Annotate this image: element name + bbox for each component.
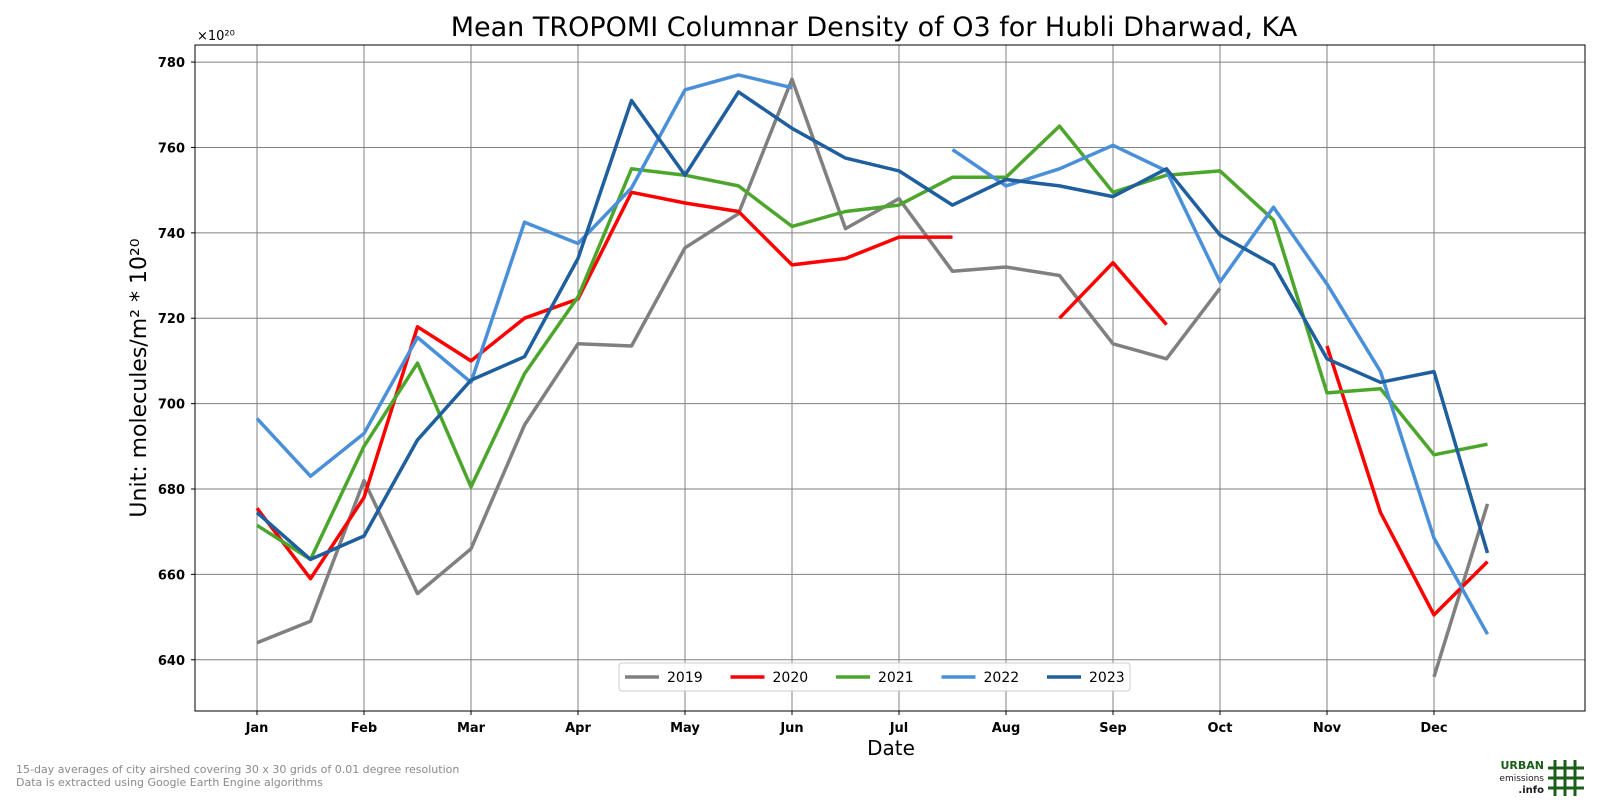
legend-label: 2021 [878,670,914,686]
legend-label: 2022 [984,670,1020,686]
legend-item-2023: 2023 [1047,670,1125,686]
y-tick-label: 700 [158,398,185,413]
y-tick-label: 780 [158,56,185,71]
x-tick-label: Jun [779,721,803,736]
grid-layer [191,45,1585,715]
x-tick-label: Jul [889,721,909,736]
logo-line-1: URBAN [1500,759,1544,772]
logo-grid-icon [1548,760,1584,796]
series-line-2021 [256,124,1488,562]
legend-item-2022: 2022 [941,670,1020,686]
x-tick-label: Jan [245,721,269,736]
legend-label: 2019 [667,670,703,686]
y-multiplier-label: ×10²⁰ [197,29,235,44]
x-tick-label: Sep [1099,721,1127,736]
x-tick-label: Nov [1313,721,1342,736]
series-line-2023 [255,90,1490,562]
urban-emissions-logo: URBAN emissions .info [1499,759,1584,796]
x-tick-label: Aug [992,721,1021,736]
series-2023 [255,90,1490,562]
footnote-line-2: Data is extracted using Google Earth Eng… [16,776,323,789]
x-tick-label: May [670,721,700,736]
chart-title: Mean TROPOMI Columnar Density of O3 for … [451,12,1298,43]
y-tick-label: 760 [158,141,185,156]
x-tick-label: Apr [565,721,591,736]
y-tick-label: 680 [158,483,185,498]
legend-item-2019: 2019 [625,670,703,686]
series-2019 [256,77,1490,678]
y-tick-label: 740 [158,227,185,242]
y-tick-label: 640 [158,654,185,669]
y-tick-labels: 640 660 680 700 720 740 760 780 [158,56,185,669]
logo-line-3: .info [1518,785,1544,796]
series-2021 [256,124,1488,562]
legend-label: 2020 [773,670,809,686]
series-line-2022 [951,143,1490,636]
y-axis-label: Unit: molecules/m² * 10²⁰ [127,238,152,517]
series-layer [255,73,1490,678]
legend-box [618,662,1131,692]
logo-line-2: emissions [1499,774,1544,784]
footnote-line-1: 15-day averages of city airshed covering… [16,763,460,776]
x-tick-label: Oct [1208,721,1233,736]
y-tick-label: 660 [158,568,185,583]
x-tick-label: Mar [457,721,486,736]
series-line-2020 [1058,260,1168,326]
plot-frame [194,44,1586,712]
legend-item-2021: 2021 [836,670,914,686]
y-tick-label: 720 [158,312,185,327]
legend: 2019 2020 2021 2022 2023 [618,662,1131,692]
series-line-2020 [255,190,953,581]
x-tick-label: Dec [1420,721,1447,736]
x-axis-label: Date [867,736,915,760]
x-tick-labels: Jan Feb Mar Apr May Jun Jul Aug Sep Oct Nov Dec [245,721,1448,736]
series-line-2022 [255,73,793,478]
x-tick-label: Feb [351,721,377,736]
legend-item-2020: 2020 [730,670,809,686]
legend-label: 2023 [1089,670,1125,686]
series-line-2019 [256,77,1222,645]
series-2022 [255,73,1490,636]
